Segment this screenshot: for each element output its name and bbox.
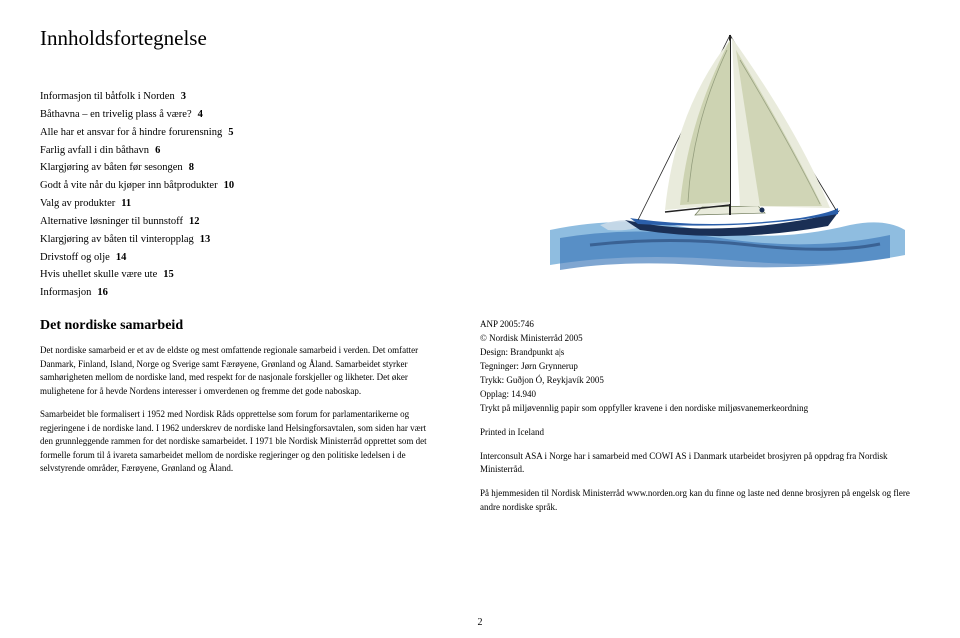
meta-line: Interconsult ASA i Norge har i samarbeid…	[480, 450, 920, 478]
toc-page: 11	[121, 198, 131, 209]
section-heading: Det nordiske samarbeid	[40, 318, 440, 334]
toc-row: Godt å vite når du kjøper inn båtprodukt…	[40, 177, 234, 195]
toc-page: 15	[163, 269, 174, 280]
toc-page: 6	[155, 145, 160, 156]
toc-page: 5	[228, 127, 233, 138]
page-title: Innholdsfortegnelse	[40, 26, 207, 51]
toc-label: Farlig avfall i din båthavn	[40, 145, 149, 156]
meta-line: ANP 2005:746	[480, 318, 920, 332]
toc-label: Informasjon til båtfolk i Norden	[40, 91, 175, 102]
paragraph: Samarbeidet ble formalisert i 1952 med N…	[40, 408, 440, 476]
toc-row: Alle har et ansvar for å hindre forurens…	[40, 124, 234, 142]
toc-label: Godt å vite når du kjøper inn båtprodukt…	[40, 180, 218, 191]
page-number: 2	[478, 617, 483, 628]
meta-line: Trykk: Guðjon Ó, Reykjavík 2005	[480, 374, 920, 388]
toc-row: Alternative løsninger til bunnstoff 12	[40, 213, 234, 231]
table-of-contents: Informasjon til båtfolk i Norden 3 Båthav…	[40, 88, 234, 302]
toc-page: 10	[224, 180, 235, 191]
toc-page: 13	[200, 234, 211, 245]
toc-row: Drivstoff og olje 14	[40, 249, 234, 267]
toc-row: Informasjon til båtfolk i Norden 3	[40, 88, 234, 106]
meta-line: Trykt på miljøvennlig papir som oppfylle…	[480, 402, 920, 416]
toc-row: Klargjøring av båten til vinteropplag 13	[40, 231, 234, 249]
right-column: ANP 2005:746 © Nordisk Ministerråd 2005 …	[480, 318, 920, 525]
toc-page: 14	[116, 252, 127, 263]
toc-row: Hvis uhellet skulle være ute 15	[40, 266, 234, 284]
meta-line: Opplag: 14.940	[480, 388, 920, 402]
metadata-block: ANP 2005:746 © Nordisk Ministerråd 2005 …	[480, 318, 920, 416]
toc-label: Båthavna – en trivelig plass å være?	[40, 109, 192, 120]
sailboat-illustration	[530, 20, 910, 280]
toc-label: Drivstoff og olje	[40, 252, 110, 263]
toc-page: 3	[181, 91, 186, 102]
toc-label: Klargjøring av båten til vinteropplag	[40, 234, 194, 245]
toc-page: 12	[189, 216, 200, 227]
paragraph: Det nordiske samarbeid er et av de eldst…	[40, 344, 440, 398]
toc-label: Valg av produkter	[40, 198, 115, 209]
meta-line: På hjemmesiden til Nordisk Ministerråd w…	[480, 487, 920, 515]
toc-page: 4	[198, 109, 203, 120]
left-column: Det nordiske samarbeid Det nordiske sama…	[40, 318, 440, 525]
toc-label: Hvis uhellet skulle være ute	[40, 269, 157, 280]
toc-row: Valg av produkter 11	[40, 195, 234, 213]
toc-label: Klargjøring av båten før sesongen	[40, 162, 183, 173]
toc-row: Informasjon 16	[40, 284, 234, 302]
toc-label: Alle har et ansvar for å hindre forurens…	[40, 127, 222, 138]
toc-label: Informasjon	[40, 287, 91, 298]
toc-row: Farlig avfall i din båthavn 6	[40, 142, 234, 160]
toc-page: 8	[189, 162, 194, 173]
meta-line: Design: Brandpunkt a|s	[480, 346, 920, 360]
meta-line: Printed in Iceland	[480, 426, 920, 440]
toc-page: 16	[97, 287, 108, 298]
meta-line: © Nordisk Ministerråd 2005	[480, 332, 920, 346]
body-columns: Det nordiske samarbeid Det nordiske sama…	[40, 318, 920, 525]
toc-row: Båthavna – en trivelig plass å være? 4	[40, 106, 234, 124]
meta-line: Tegninger: Jørn Grynnerup	[480, 360, 920, 374]
toc-row: Klargjøring av båten før sesongen 8	[40, 159, 234, 177]
toc-label: Alternative løsninger til bunnstoff	[40, 216, 183, 227]
